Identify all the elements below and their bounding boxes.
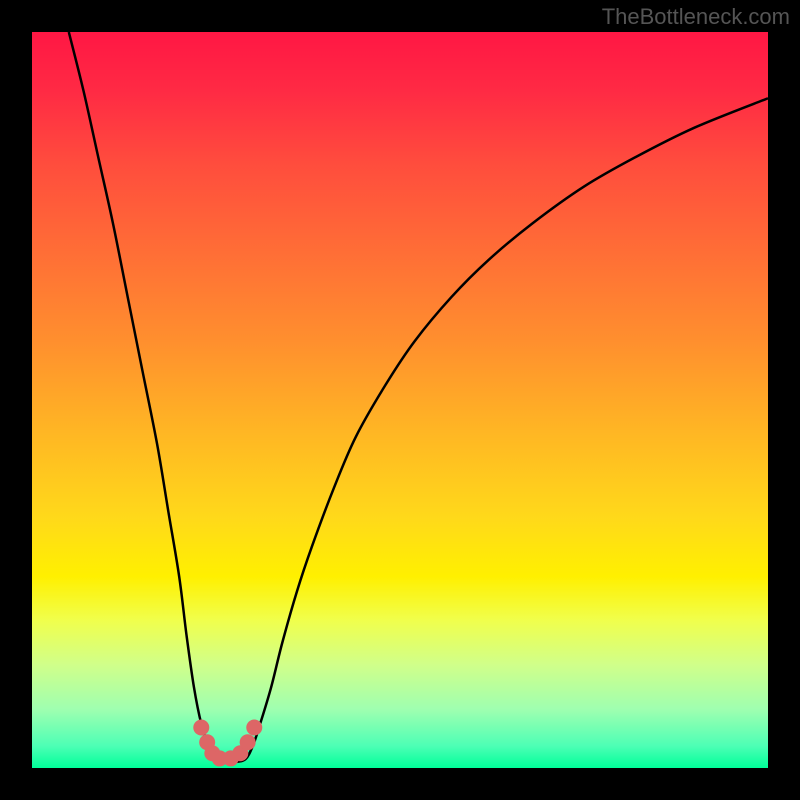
watermark-text: TheBottleneck.com <box>602 4 790 30</box>
chart-background <box>32 32 768 768</box>
curve-marker <box>240 734 256 750</box>
curve-marker <box>193 720 209 736</box>
curve-marker <box>246 720 262 736</box>
chart-svg <box>32 32 768 768</box>
bottleneck-chart <box>32 32 768 768</box>
